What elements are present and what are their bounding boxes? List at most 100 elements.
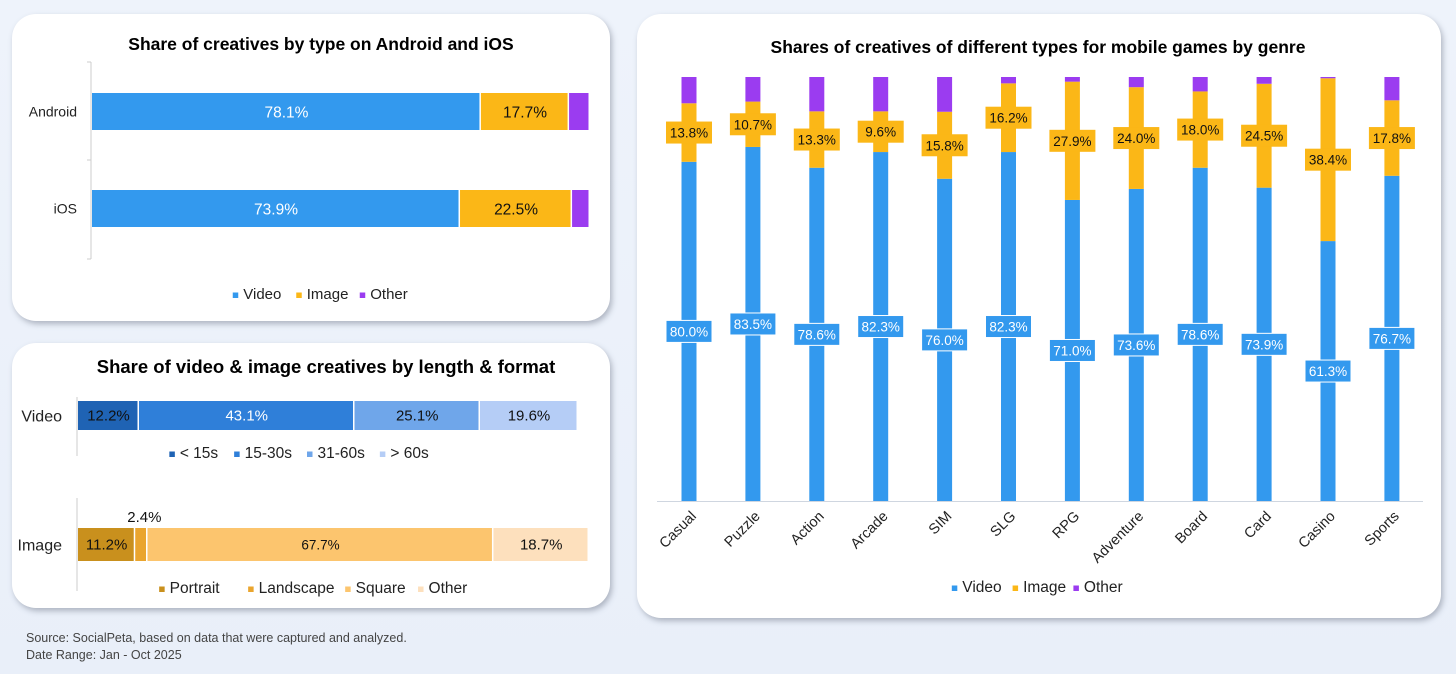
video-legend-marker-15-30s — [234, 451, 240, 457]
label-box-card-image — [1241, 124, 1288, 147]
data-label-ios-image: 22.5% — [494, 202, 538, 219]
label-box-casual-video — [665, 319, 713, 343]
platform-legend-label-other: Other — [370, 286, 408, 303]
label-box-sim-video — [921, 328, 969, 352]
data-label-android-video: 78.1% — [264, 105, 308, 122]
data-label-image-portrait: 11.2% — [86, 537, 127, 554]
data-label-puzzle-video: 83.5% — [734, 317, 772, 332]
label-box-board-video — [1176, 322, 1224, 346]
bar-sim-other — [937, 77, 953, 112]
genre-chart: Shares of creatives of different types f… — [657, 37, 1423, 596]
genre-chart-card: Shares of creatives of different types f… — [637, 14, 1441, 618]
bar-image-portrait — [78, 528, 134, 561]
length-format-chart-title: Share of video & image creatives by leng… — [97, 356, 556, 377]
data-label-sim-video: 76.0% — [925, 333, 963, 348]
video-legend-marker-31-60s — [307, 451, 313, 457]
video-legend-label-31-60s: 31-60s — [318, 445, 366, 462]
bar-action-other — [809, 77, 825, 112]
data-label-card-video: 73.9% — [1245, 337, 1283, 352]
data-label-rpg-image: 27.9% — [1053, 134, 1091, 149]
bar-sports-other — [1384, 77, 1400, 101]
bar-android-other — [569, 93, 589, 130]
bar-image-landscape — [135, 528, 146, 561]
bar-arcade-other — [873, 77, 889, 112]
image-legend-marker-landscape — [248, 586, 254, 592]
image-legend-marker-portrait — [159, 586, 165, 592]
data-label-arcade-image: 9.6% — [865, 125, 896, 140]
bar-casual-other — [681, 77, 697, 104]
bar-image-other — [493, 528, 588, 561]
platform-legend-label-image: Image — [307, 286, 349, 303]
image-legend-marker-other — [418, 586, 424, 592]
data-label-android-image: 17.7% — [503, 105, 547, 122]
label-box-slg-image — [985, 106, 1032, 129]
category-label-sports: Sports — [1362, 509, 1403, 550]
category-label-casino: Casino — [1296, 509, 1339, 552]
data-label-image-landscape: 2.4% — [127, 509, 161, 526]
bar-board-other — [1192, 77, 1208, 92]
video-legend-label-15-30s: 15-30s — [245, 445, 293, 462]
platform-legend-marker-video — [232, 292, 239, 298]
category-label-action: Action — [788, 509, 828, 549]
genre-legend-marker-video — [951, 585, 958, 591]
video-legend-marker-60s — [379, 451, 386, 457]
bar-video-15s — [78, 401, 138, 430]
category-label-board: Board — [1172, 509, 1211, 548]
label-box-sports-image — [1368, 127, 1415, 150]
length-format-chart-card: Share of video & image creatives by leng… — [12, 343, 610, 608]
label-box-casino-image — [1305, 148, 1351, 171]
image-legend-label-square: Square — [356, 580, 406, 597]
bar-adventure-other — [1128, 77, 1144, 88]
video-legend-marker-15s — [169, 451, 175, 457]
genre-chart-title: Shares of creatives of different types f… — [771, 37, 1306, 57]
genre-legend-marker-other — [1073, 585, 1079, 591]
genre-legend-label-other: Other — [1084, 579, 1123, 596]
label-box-adventure-image — [1113, 127, 1160, 150]
data-label-slg-video: 82.3% — [989, 320, 1027, 335]
data-label-card-image: 24.5% — [1245, 129, 1283, 144]
bar-puzzle-other — [745, 77, 761, 102]
label-box-sim-image — [921, 134, 968, 157]
bar-ios-video — [92, 190, 459, 227]
genre-legend-label-video: Video — [962, 579, 1001, 596]
data-label-video-60s: 19.6% — [508, 408, 551, 425]
genre-legend-label-image: Image — [1023, 579, 1066, 596]
image-legend-label-other: Other — [429, 580, 468, 597]
data-label-puzzle-image: 10.7% — [734, 117, 772, 132]
row-label-video: Video — [21, 409, 62, 426]
label-box-rpg-image — [1049, 129, 1096, 152]
data-label-board-video: 78.6% — [1181, 327, 1219, 342]
platform-chart: Share of creatives by type on Android an… — [29, 34, 589, 303]
data-label-board-image: 18.0% — [1181, 123, 1219, 138]
bar-slg-other — [1001, 77, 1016, 84]
data-label-casual-image: 13.8% — [670, 126, 708, 141]
label-box-action-video — [793, 322, 841, 346]
data-label-casino-video: 61.3% — [1309, 364, 1347, 379]
label-box-arcade-image — [857, 120, 904, 143]
bar-rpg-other — [1064, 77, 1080, 82]
data-label-action-video: 78.6% — [798, 327, 836, 342]
category-label-ios: iOS — [54, 201, 77, 217]
platform-legend-marker-other — [359, 292, 366, 298]
bar-ios-other — [572, 190, 589, 227]
category-label-card: Card — [1241, 509, 1275, 543]
category-label-puzzle: Puzzle — [722, 509, 764, 551]
label-box-casino-video — [1304, 359, 1352, 383]
label-box-board-image — [1177, 118, 1224, 141]
label-box-adventure-video — [1112, 333, 1160, 357]
image-legend-label-landscape: Landscape — [259, 580, 335, 597]
platform-chart-title: Share of creatives by type on Android an… — [128, 34, 513, 54]
data-label-adventure-video: 73.6% — [1117, 338, 1155, 353]
label-box-arcade-video — [857, 315, 905, 339]
platform-legend-marker-image — [296, 292, 302, 298]
data-label-slg-image: 16.2% — [989, 111, 1027, 126]
label-box-puzzle-video — [729, 312, 777, 336]
bar-android-image — [480, 93, 568, 130]
image-legend-label-portrait: Portrait — [170, 580, 221, 597]
label-box-action-image — [793, 128, 840, 151]
image-legend-marker-square — [345, 586, 351, 592]
data-label-casual-video: 80.0% — [670, 324, 708, 339]
bar-android-video — [92, 93, 480, 130]
category-label-arcade: Arcade — [848, 509, 892, 553]
data-label-action-image: 13.3% — [798, 133, 836, 148]
